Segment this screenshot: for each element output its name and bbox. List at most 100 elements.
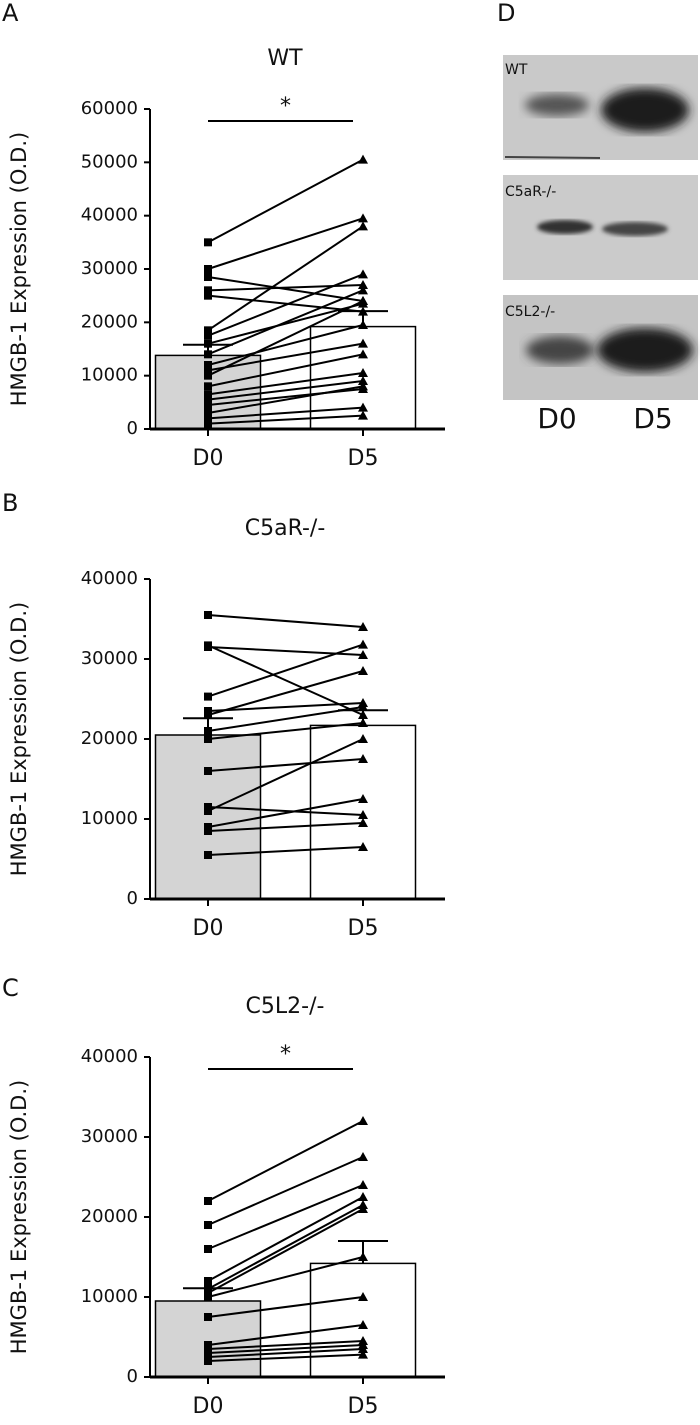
pair-line xyxy=(207,1204,364,1290)
point-d0 xyxy=(204,273,212,281)
point-d5 xyxy=(358,410,368,420)
band xyxy=(526,336,594,364)
point-d5 xyxy=(358,622,368,631)
point-d5 xyxy=(358,381,368,391)
band xyxy=(537,220,593,234)
point-d5 xyxy=(358,1192,368,1201)
point-d0 xyxy=(204,238,212,247)
pair-line xyxy=(207,643,364,698)
chart-title: C5L2-/- xyxy=(246,994,325,1019)
point-d5 xyxy=(358,280,368,289)
point-d5 xyxy=(358,818,368,827)
point-d0 xyxy=(204,643,212,651)
point-d0 xyxy=(204,1277,212,1285)
point-d0 xyxy=(204,827,212,835)
blot-row-label: WT xyxy=(505,62,528,78)
pair-line xyxy=(207,1208,364,1294)
significance-marker: * xyxy=(280,94,291,119)
pair-line xyxy=(207,1348,364,1358)
point-d5 xyxy=(358,154,368,164)
y-tick-label: 0 xyxy=(127,1366,138,1387)
pair-line xyxy=(207,1344,364,1354)
point-d5 xyxy=(358,376,368,385)
y-tick-label: 40000 xyxy=(81,1046,138,1067)
point-d0 xyxy=(204,419,212,428)
band xyxy=(597,328,693,372)
point-d5 xyxy=(358,1204,368,1213)
point-d5 xyxy=(358,702,368,711)
y-tick-label: 0 xyxy=(127,418,138,439)
point-d0 xyxy=(204,727,212,735)
pair-line xyxy=(207,289,364,356)
point-d5 xyxy=(358,1320,368,1329)
pair-line xyxy=(207,276,364,302)
point-d0 xyxy=(204,1197,212,1205)
pair-line xyxy=(207,372,364,396)
pair-line xyxy=(207,217,364,270)
pair-line xyxy=(207,1324,364,1346)
panel-letter: B xyxy=(2,489,18,517)
panel-letter: C xyxy=(2,974,19,1002)
chart-title: WT xyxy=(267,46,303,71)
pair-line xyxy=(207,353,364,388)
point-d0 xyxy=(204,1221,212,1229)
chart: C C5L2-/- HMGB-1 Expression (O.D.) 0 10000 20… xyxy=(2,974,445,1419)
significance-marker: * xyxy=(280,1042,291,1067)
point-d0 xyxy=(204,350,212,359)
point-d5 xyxy=(358,285,368,295)
y-tick-label: 30000 xyxy=(81,1126,138,1147)
x-tick-label: D5 xyxy=(348,1394,379,1419)
pair-line xyxy=(207,614,364,628)
point-d0 xyxy=(204,735,212,743)
point-d0 xyxy=(204,401,212,409)
point-d0 xyxy=(204,331,212,340)
point-d0 xyxy=(204,395,212,404)
pair-line xyxy=(207,1156,364,1226)
pair-line xyxy=(207,225,364,332)
point-d0 xyxy=(204,382,212,391)
x-tick-label: D0 xyxy=(193,446,224,471)
y-tick-label: 0 xyxy=(127,888,138,909)
point-d0 xyxy=(204,390,212,399)
point-d5 xyxy=(358,1292,368,1301)
pair-line xyxy=(207,722,364,740)
point-d5 xyxy=(358,810,368,819)
y-axis-label: HMGB-1 Expression (O.D.) xyxy=(7,1080,31,1354)
point-d5 xyxy=(358,306,368,316)
pair-line xyxy=(207,738,364,812)
point-d0 xyxy=(204,265,212,273)
point-d0 xyxy=(204,807,212,815)
pair-line xyxy=(207,758,364,772)
x-tick-label: D5 xyxy=(348,916,379,941)
point-d5 xyxy=(358,666,368,675)
point-d0 xyxy=(204,1293,212,1301)
point-d0 xyxy=(204,692,212,701)
point-d0 xyxy=(204,326,212,335)
point-d0 xyxy=(204,371,212,380)
point-d0 xyxy=(204,366,212,375)
pair-line xyxy=(207,342,364,372)
pair-line xyxy=(207,1120,364,1202)
pair-line xyxy=(207,406,364,420)
point-d5 xyxy=(358,320,368,329)
pair-line xyxy=(207,1353,364,1362)
pair-line xyxy=(207,1340,364,1350)
pair-line xyxy=(207,1184,364,1250)
point-d0 xyxy=(204,339,212,348)
point-d5 xyxy=(358,338,368,348)
point-d0 xyxy=(204,767,212,775)
point-d5 xyxy=(358,296,368,305)
pair-line xyxy=(207,670,364,716)
point-d0 xyxy=(204,291,212,300)
y-tick-label: 10000 xyxy=(81,1286,138,1307)
point-d5 xyxy=(358,718,368,727)
pair-line xyxy=(207,646,364,656)
pair-line xyxy=(207,798,364,828)
point-d5 xyxy=(358,710,368,719)
pair-line xyxy=(207,846,364,856)
point-d5 xyxy=(358,734,368,743)
point-d0 xyxy=(204,611,212,619)
point-d5 xyxy=(358,349,368,359)
pair-line xyxy=(207,300,364,377)
pair-line xyxy=(207,385,364,414)
